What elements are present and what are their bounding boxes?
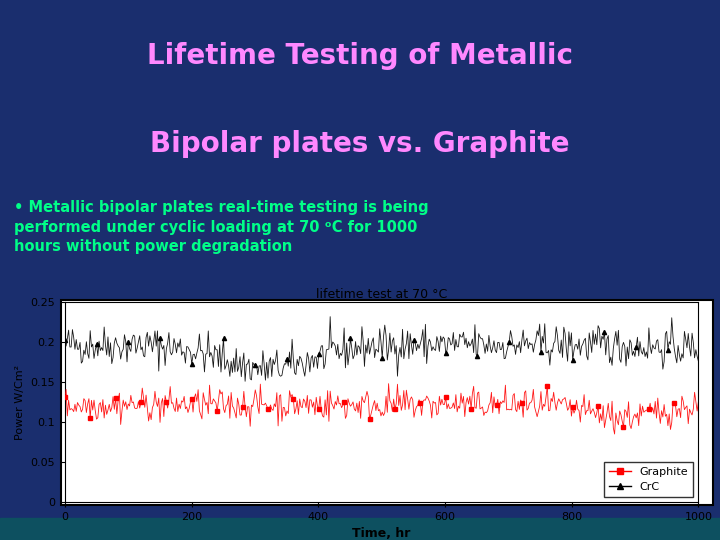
Legend: Graphite, CrC: Graphite, CrC (604, 462, 693, 497)
Text: • Metallic bipolar plates real-time testing is being
performed under cyclic load: • Metallic bipolar plates real-time test… (14, 200, 429, 254)
Y-axis label: Power W/Cm²: Power W/Cm² (15, 364, 24, 440)
Text: Bipolar plates vs. Graphite: Bipolar plates vs. Graphite (150, 130, 570, 158)
Text: Lifetime Testing of Metallic: Lifetime Testing of Metallic (147, 42, 573, 70)
Title: lifetime test at 70 °C: lifetime test at 70 °C (316, 288, 447, 301)
X-axis label: Time, hr: Time, hr (352, 528, 411, 540)
